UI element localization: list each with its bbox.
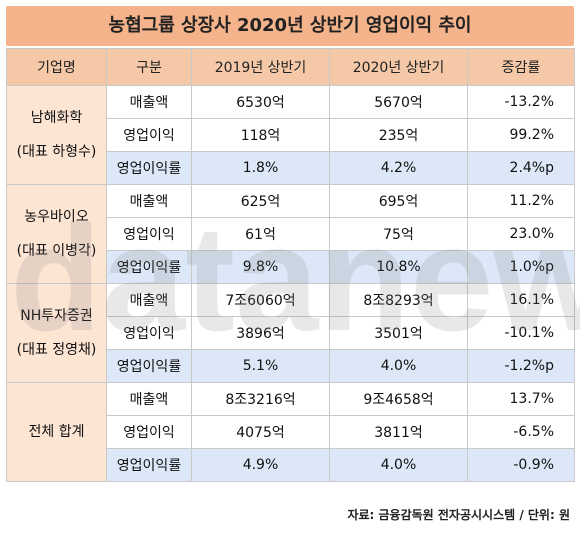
row-label: 매출액 [106,382,192,416]
table-row: 영업이익률 1.8% 4.2% 2.4%p [7,151,575,185]
value-change: 99.2% [467,118,575,152]
table-row: 영업이익률 4.9% 4.0% -0.9% [7,448,575,482]
row-label: 영업이익률 [106,349,192,383]
row-label: 매출액 [106,85,192,119]
header-row: 기업명 구분 2019년 상반기 2020년 상반기 증감률 [6,48,575,86]
value-2019: 1.8% [191,151,330,185]
value-2019: 3896억 [191,316,330,350]
table-row: 전체 합계 매출액 8조3216억 9조4658억 13.7% [6,382,575,482]
value-change: -13.2% [467,85,575,119]
value-2019: 6530억 [191,85,330,119]
value-2020: 4.0% [329,448,468,482]
value-change: 1.0%p [467,250,575,284]
earnings-table: 기업명 구분 2019년 상반기 2020년 상반기 증감률 남해화학 (대표 … [6,48,575,482]
value-change: 16.1% [467,283,575,317]
source-note: 자료: 금융감독원 전자공시시스템 / 단위: 원 [347,508,570,522]
row-label: 영업이익률 [106,151,192,185]
company-name: 남해화학 [30,110,83,126]
row-label: 매출액 [106,184,192,218]
value-2019: 61억 [191,217,330,251]
table-row: 남해화학 (대표 하형수) 매출액 6530억 5670억 -13.2% [6,85,575,185]
value-2020: 3811억 [329,415,468,449]
table-row: 영업이익률 9.8% 10.8% 1.0%p [7,250,575,284]
company-ceo: (대표 하형수) [16,144,97,160]
table-row: 영업이익 61억 75억 23.0% [7,217,575,251]
row-label: 매출액 [106,283,192,317]
row-label: 영업이익 [106,118,192,152]
value-change: -0.9% [467,448,575,482]
company-ceo: (대표 정영채) [16,342,97,358]
value-2019: 8조3216억 [191,382,330,416]
company-cell: 남해화학 (대표 하형수) [6,85,107,185]
table-row: 농우바이오 (대표 이병각) 매출액 625억 695억 11.2% [6,184,575,284]
row-label: 영업이익 [106,415,192,449]
header-company: 기업명 [6,48,107,86]
value-2019: 118억 [191,118,330,152]
value-change: 23.0% [467,217,575,251]
value-2019: 4.9% [191,448,330,482]
value-2020: 3501억 [329,316,468,350]
value-2019: 9.8% [191,250,330,284]
value-2020: 695억 [329,184,468,218]
value-2019: 625억 [191,184,330,218]
row-label: 영업이익 [106,217,192,251]
table-row: 영업이익 4075억 3811억 -6.5% [7,415,575,449]
value-2020: 8조8293억 [329,283,468,317]
value-2020: 235억 [329,118,468,152]
value-2020: 75억 [329,217,468,251]
company-cell: NH투자증권 (대표 정영채) [6,283,107,383]
value-2020: 10.8% [329,250,468,284]
value-change: 13.7% [467,382,575,416]
value-change: -10.1% [467,316,575,350]
table-row: 영업이익률 5.1% 4.0% -1.2%p [7,349,575,383]
table-row: 영업이익 3896억 3501억 -10.1% [7,316,575,350]
table-row: NH투자증권 (대표 정영채) 매출액 7조6060억 8조8293억 16.1… [6,283,575,383]
header-2019h1: 2019년 상반기 [191,48,330,86]
company-ceo: (대표 이병각) [16,243,97,259]
value-2019: 4075억 [191,415,330,449]
table-title: 농협그룹 상장사 2020년 상반기 영업이익 추이 [6,6,574,46]
company-cell: 전체 합계 [6,382,107,482]
company-name: 농우바이오 [24,209,89,225]
company-name: 전체 합계 [28,424,85,440]
table-row: 영업이익 118억 235억 99.2% [7,118,575,152]
value-change: -1.2%p [467,349,575,383]
value-change: 2.4%p [467,151,575,185]
value-2020: 4.2% [329,151,468,185]
value-2019: 5.1% [191,349,330,383]
value-2020: 5670억 [329,85,468,119]
company-name: NH투자증권 [20,308,93,324]
value-2020: 9조4658억 [329,382,468,416]
value-2019: 7조6060억 [191,283,330,317]
header-change: 증감률 [467,48,575,86]
company-cell: 농우바이오 (대표 이병각) [6,184,107,284]
header-category: 구분 [106,48,192,86]
header-2020h1: 2020년 상반기 [329,48,468,86]
row-label: 영업이익률 [106,250,192,284]
value-change: 11.2% [467,184,575,218]
value-2020: 4.0% [329,349,468,383]
row-label: 영업이익 [106,316,192,350]
value-change: -6.5% [467,415,575,449]
row-label: 영업이익률 [106,448,192,482]
